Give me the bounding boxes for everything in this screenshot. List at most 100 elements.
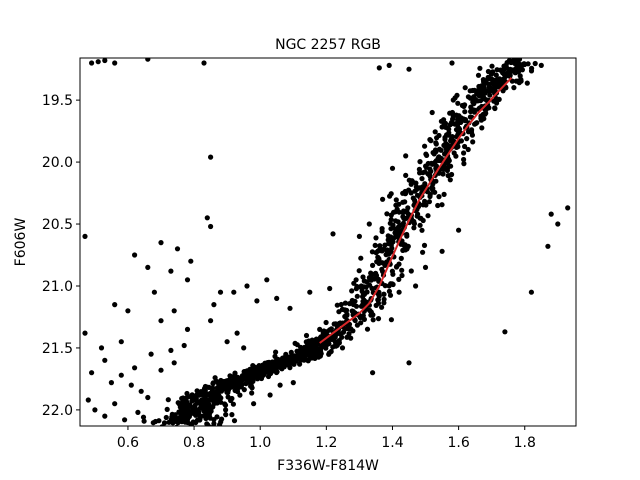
- data-point: [503, 85, 509, 91]
- data-point: [184, 403, 190, 409]
- data-point: [112, 60, 118, 66]
- data-point: [112, 401, 118, 407]
- data-point: [511, 85, 517, 91]
- data-point: [436, 132, 442, 139]
- data-point: [399, 267, 405, 273]
- data-point: [359, 288, 365, 294]
- data-point: [364, 326, 371, 332]
- data-point: [197, 399, 203, 405]
- data-point: [492, 105, 498, 111]
- data-point: [303, 332, 310, 339]
- data-point: [360, 274, 366, 280]
- data-point: [485, 88, 491, 94]
- data-point: [145, 264, 151, 270]
- data-point: [488, 71, 495, 77]
- data-point: [419, 176, 425, 182]
- data-point: [349, 288, 355, 294]
- data-point: [185, 407, 191, 414]
- data-point: [197, 417, 203, 423]
- data-point: [454, 122, 461, 128]
- data-point: [506, 58, 512, 64]
- data-point: [85, 397, 91, 403]
- data-point: [372, 242, 378, 248]
- data-point: [429, 109, 435, 116]
- data-point: [216, 393, 222, 399]
- data-point: [128, 382, 134, 388]
- data-point: [330, 231, 336, 237]
- data-point: [449, 109, 455, 116]
- data-point: [462, 85, 468, 91]
- data-point: [462, 117, 469, 123]
- data-point: [472, 107, 478, 113]
- data-point: [290, 354, 296, 360]
- data-point: [148, 351, 154, 357]
- data-point: [387, 292, 394, 298]
- data-point: [402, 191, 408, 197]
- data-point: [385, 233, 391, 239]
- data-point: [427, 193, 433, 200]
- data-point: [455, 131, 461, 137]
- data-point: [446, 163, 452, 169]
- data-point: [233, 374, 239, 380]
- data-point: [373, 235, 379, 241]
- y-axis-label: F606W: [13, 218, 29, 267]
- data-point: [475, 72, 482, 78]
- data-point: [422, 143, 428, 149]
- data-point: [282, 361, 289, 367]
- data-point: [227, 373, 233, 379]
- data-point: [474, 88, 480, 94]
- data-point: [317, 326, 323, 332]
- data-point: [364, 289, 370, 295]
- data-point: [181, 342, 187, 349]
- data-point: [388, 212, 394, 218]
- data-point: [524, 80, 530, 86]
- data-point: [180, 399, 186, 405]
- y-tick-label: 21.0: [42, 279, 73, 295]
- data-point: [205, 413, 211, 419]
- data-point: [301, 355, 307, 362]
- data-point: [565, 205, 571, 211]
- data-point: [244, 283, 250, 289]
- data-point: [433, 140, 439, 146]
- data-point: [467, 88, 473, 94]
- data-point: [468, 104, 474, 110]
- data-point: [208, 318, 214, 324]
- data-point: [445, 173, 451, 179]
- data-point: [241, 345, 247, 351]
- data-point: [376, 65, 382, 71]
- data-point: [297, 361, 303, 367]
- data-point: [470, 139, 476, 145]
- data-point: [426, 171, 432, 177]
- data-point: [439, 248, 445, 254]
- data-point: [276, 359, 282, 365]
- data-point: [417, 159, 423, 165]
- data-point: [234, 330, 240, 336]
- data-point: [489, 63, 495, 69]
- data-point: [210, 397, 216, 403]
- data-point: [175, 420, 181, 426]
- data-point: [366, 221, 372, 227]
- x-axis-label: F336W-F814W: [277, 458, 379, 474]
- data-point: [388, 281, 394, 287]
- data-point: [532, 60, 538, 67]
- data-point: [334, 302, 340, 308]
- data-point: [360, 302, 366, 308]
- data-point: [180, 416, 186, 422]
- data-point: [309, 355, 315, 361]
- y-tick-label: 22.0: [42, 403, 73, 419]
- data-point: [435, 202, 441, 209]
- data-point: [307, 289, 313, 295]
- data-point: [436, 194, 442, 200]
- chart-title: NGC 2257 RGB: [275, 37, 381, 53]
- data-point: [515, 66, 521, 72]
- data-point: [214, 414, 220, 420]
- data-point: [150, 420, 156, 426]
- data-point: [205, 399, 211, 405]
- data-point: [174, 424, 179, 426]
- data-point: [444, 167, 450, 174]
- data-point: [250, 378, 256, 384]
- data-point: [443, 148, 450, 154]
- data-point: [187, 394, 194, 400]
- data-point: [430, 150, 436, 156]
- data-point: [342, 307, 348, 313]
